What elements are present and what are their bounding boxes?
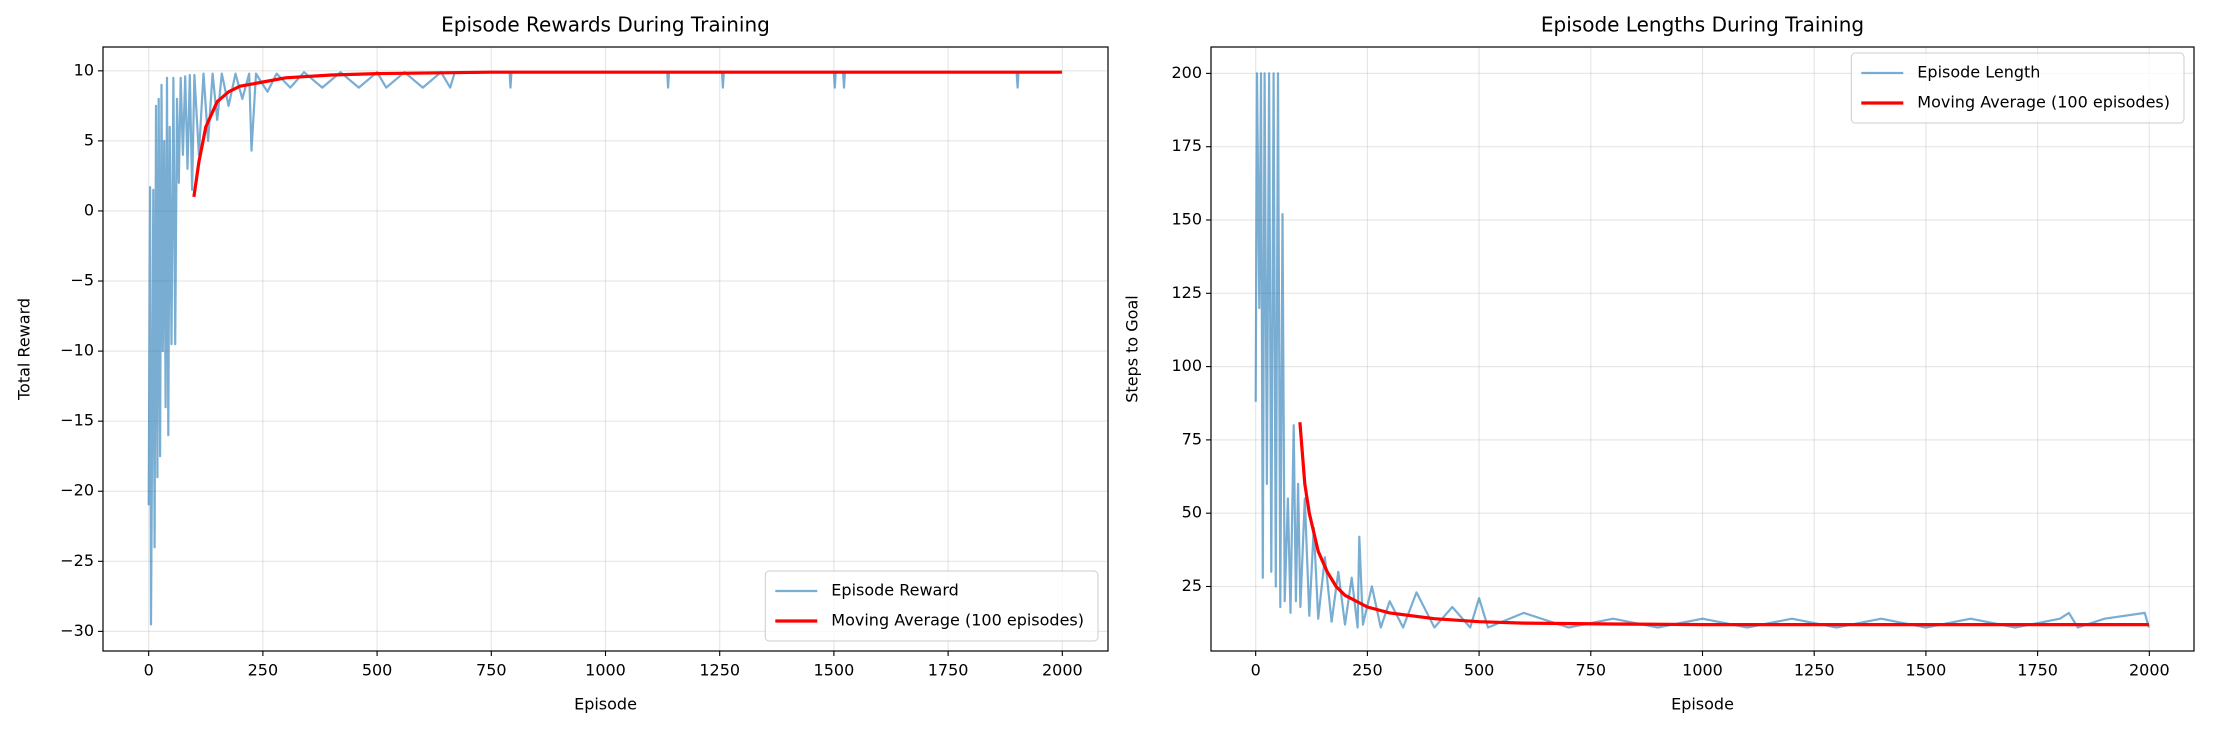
x-tick-label: 1750 xyxy=(2017,661,2058,680)
x-axis-label: Episode xyxy=(574,695,637,714)
x-tick-label: 500 xyxy=(1464,661,1495,680)
y-tick-label: −25 xyxy=(60,551,94,570)
x-tick-label: 250 xyxy=(1352,661,1383,680)
x-tick-label: 750 xyxy=(1576,661,1607,680)
x-tick-label: 1000 xyxy=(585,661,626,680)
chart-title: Episode Rewards During Training xyxy=(441,13,770,37)
y-tick-label: 125 xyxy=(1171,283,1202,302)
legend-label: Episode Reward xyxy=(831,581,959,600)
y-tick-label: −10 xyxy=(60,341,94,360)
chart-title: Episode Lengths During Training xyxy=(1541,13,1864,37)
plot-frame xyxy=(1210,46,2195,652)
y-tick-label: 200 xyxy=(1171,63,1202,82)
legend-label: Moving Average (100 episodes) xyxy=(831,611,1084,630)
y-tick-label: 25 xyxy=(1182,576,1202,595)
y-tick-label: −20 xyxy=(60,481,94,500)
series-line xyxy=(1254,72,2150,629)
legend-box xyxy=(1850,52,2185,124)
x-tick-label: 750 xyxy=(476,661,507,680)
legend: Episode Reward Moving Average (100 episod… xyxy=(764,570,1099,642)
y-tick-label: −5 xyxy=(70,271,94,290)
x-tick-label: 1750 xyxy=(928,661,969,680)
y-axis-label: Total Reward xyxy=(15,298,34,401)
legend-box xyxy=(764,570,1099,642)
y-tick-label: 50 xyxy=(1182,503,1202,522)
x-axis-label: Episode xyxy=(1671,695,1734,714)
series-line xyxy=(1298,422,2149,627)
y-axis-label: Steps to Goal xyxy=(1123,295,1142,402)
x-tick-label: 500 xyxy=(362,661,393,680)
y-tick-label: −30 xyxy=(60,621,94,640)
x-tick-label: 2000 xyxy=(1042,661,1083,680)
y-tick-label: −15 xyxy=(60,411,94,430)
x-tick-label: 1500 xyxy=(1906,661,1947,680)
x-tick-label: 1250 xyxy=(699,661,740,680)
legend-label: Episode Length xyxy=(1917,63,2040,82)
y-tick-label: 150 xyxy=(1171,209,1202,228)
y-tick-label: 100 xyxy=(1171,356,1202,375)
plot-frame xyxy=(102,46,1109,652)
x-tick-label: 1000 xyxy=(1682,661,1723,680)
y-tick-label: 5 xyxy=(84,130,94,149)
y-tick-label: 175 xyxy=(1171,136,1202,155)
y-tick-label: 0 xyxy=(84,200,94,219)
series-line xyxy=(192,70,1062,198)
x-tick-label: 0 xyxy=(1251,661,1261,680)
x-tick-label: 2000 xyxy=(2129,661,2170,680)
x-tick-label: 0 xyxy=(144,661,154,680)
x-tick-label: 1250 xyxy=(1794,661,1835,680)
y-tick-label: 75 xyxy=(1182,429,1202,448)
x-tick-label: 1500 xyxy=(814,661,855,680)
legend: Episode Length Moving Average (100 episod… xyxy=(1850,52,2185,124)
y-tick-label: 10 xyxy=(74,60,94,79)
legend-label: Moving Average (100 episodes) xyxy=(1917,93,2170,112)
x-tick-label: 250 xyxy=(248,661,279,680)
